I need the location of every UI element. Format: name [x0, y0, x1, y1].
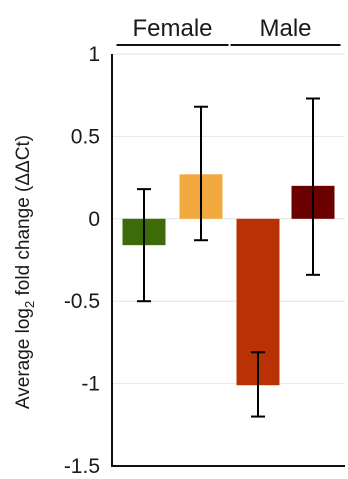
group-male: Male: [230, 15, 341, 46]
group-label: Male: [259, 15, 311, 42]
group-female: Female: [116, 15, 229, 46]
y-tick-label: 0: [88, 208, 100, 231]
bars-layer: [122, 174, 335, 386]
error-bars-layer: [137, 97, 320, 418]
y-axis-label: Average log2 fold change (ΔΔCt): [13, 135, 37, 409]
error-bar: [194, 105, 208, 242]
y-tick-label: -1: [81, 373, 100, 396]
y-axis-label-subscript: 2: [22, 301, 37, 308]
y-tick-label: 0.5: [71, 125, 100, 148]
y-axis-label-main: Average log: [13, 308, 34, 409]
group-label: Female: [132, 15, 212, 42]
error-bar: [137, 188, 151, 303]
y-axis-label-tail: fold change (ΔΔCt): [13, 135, 34, 301]
error-bar: [306, 97, 320, 276]
y-tick-labels: 1 0.5 0 -0.5 -1 -1.5: [64, 43, 100, 478]
y-tick-label: -1.5: [64, 455, 100, 478]
y-tick-label: -0.5: [64, 290, 100, 313]
group-labels: Female Male: [116, 15, 341, 46]
y-tick-label: 1: [88, 43, 100, 66]
error-bar: [251, 351, 265, 418]
